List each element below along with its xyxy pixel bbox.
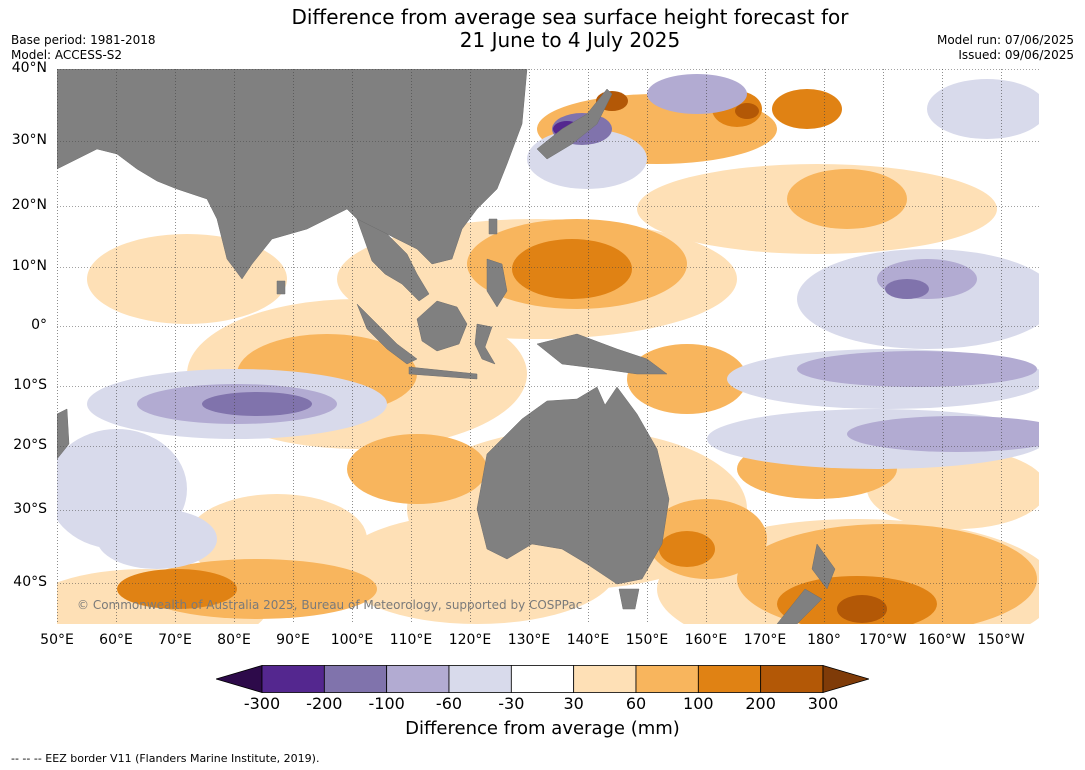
meta-left: Base period: 1981-2018 Model: ACCESS-S2 [11,33,156,63]
longitude-label: 160°E [684,632,728,648]
land-sulawesi [474,323,496,365]
land-new-guinea [536,333,668,375]
land-sri-lanka [276,280,286,295]
longitude-label: 170°E [743,632,787,648]
colorbar-tick-label: 30 [563,694,584,713]
latitude-label: 10°N [11,258,47,274]
land-java [408,366,478,380]
longitude-label: 60°E [99,632,133,648]
colorbar-tick-label: -100 [368,694,405,713]
colorbar-tick-label: 200 [745,694,776,713]
map-title-line1: Difference from average sea surface heig… [291,5,849,29]
colorbar-tick-label: -200 [306,694,343,713]
longitude-label: 120°E [448,632,492,648]
colorbar-segment [261,665,325,693]
colorbar-tick-label: 300 [807,694,839,713]
colorbar-segment [323,665,388,693]
colorbar-tick-label: -300 [243,694,281,713]
land-borneo [416,300,468,352]
colorbar [216,665,869,693]
colorbar-segment [573,665,637,693]
land-new-zealand-north [811,543,836,590]
longitude-label: 130°E [507,632,551,648]
longitude-label: 80°E [217,632,251,648]
colorbar-segment [635,665,699,693]
longitude-label: 150°E [625,632,669,648]
meta-right: Model run: 07/06/2025 Issued: 09/06/2025 [937,33,1074,63]
land-masses [57,69,836,624]
latitude-label: 40°N [11,60,47,76]
colorbar-tick-label: 100 [683,694,714,713]
colorbar-tick-label: -60 [435,694,463,713]
land-tasmania [618,588,640,610]
colorbar-segment [448,665,512,693]
colorbar-tick-label: -30 [498,694,525,713]
latitude-label: 30°S [13,501,47,517]
land-sumatra [356,303,418,365]
map-canvas [57,69,1039,624]
land-new-zealand-south [776,588,823,624]
longitude-label: 100°E [330,632,374,648]
land-taiwan [488,218,498,235]
model-text: Model: ACCESS-S2 [11,48,123,62]
latitude-label: 40°S [13,574,47,590]
issued-text: Issued: 09/06/2025 [958,48,1074,62]
latitude-label: 20°S [13,437,47,453]
colorbar-segment [386,665,450,693]
colorbar-segment [697,665,762,693]
colorbar-over-arrow [822,665,869,693]
longitude-label: 50°E [40,632,74,648]
latitude-label: 30°N [11,132,47,148]
eez-footnote: -- -- -- EEZ border V11 (Flanders Marine… [11,752,320,765]
longitude-label: 170°W [859,632,907,648]
sea-surface-height-map [57,69,1039,624]
colorbar-segment [510,665,575,693]
longitude-label: 160°W [918,632,966,648]
longitude-label: 150°W [977,632,1025,648]
colorbar-under-arrow [216,665,263,693]
longitude-label: 140°E [566,632,610,648]
model-run-text: Model run: 07/06/2025 [936,33,1074,47]
base-period-text: Base period: 1981-2018 [11,33,156,47]
longitude-label: 70°E [158,632,192,648]
longitude-label: 90°E [276,632,310,648]
land-asia [57,69,528,280]
latitude-label: 10°S [13,377,47,393]
anomaly-negative-medium [137,74,1039,452]
colorbar-segment [760,665,824,693]
copyright-notice: © Commonwealth of Australia 2025, Bureau… [77,598,583,612]
colorbar-title: Difference from average (mm) [405,718,680,739]
longitude-label: 180° [807,632,841,648]
graticule [57,69,1039,624]
latitude-label: 20°N [11,197,47,213]
longitude-label: 110°E [389,632,433,648]
land-australia [476,386,670,585]
latitude-label: 0° [31,317,47,333]
map-title-line2: 21 June to 4 July 2025 [459,28,681,52]
colorbar-tick-label: 60 [625,694,647,713]
land-philippines [486,258,508,308]
